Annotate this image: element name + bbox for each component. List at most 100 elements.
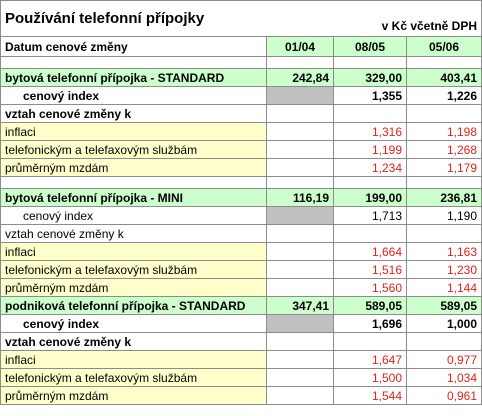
row-label: vztah cenové změny k — [0, 104, 267, 123]
table-row: vztah cenové změny k — [0, 224, 482, 243]
column-date: 05/06 — [406, 36, 482, 57]
value-cell — [265, 260, 335, 279]
value-cell: 1,226 — [406, 86, 482, 105]
empty-cell — [406, 176, 482, 189]
value-cell — [265, 386, 335, 405]
value-cell: 329,00 — [333, 68, 408, 87]
table-row: průměrným mzdám 1,544 0,961 — [0, 386, 482, 405]
blank-row — [0, 176, 482, 189]
row-label: telefonickým a telefaxovým službám — [0, 368, 267, 387]
value-cell: 1,000 — [406, 314, 482, 333]
table-row: inflaci 1,316 1,198 — [0, 122, 482, 141]
empty-cell — [333, 56, 408, 69]
value-cell: 0,961 — [406, 386, 482, 405]
value-cell: 1,516 — [333, 260, 408, 279]
value-cell: 242,84 — [265, 68, 335, 87]
value-cell: 0,977 — [406, 350, 482, 369]
value-cell — [265, 368, 335, 387]
value-cell: 1,198 — [406, 122, 482, 141]
value-cell: 1,355 — [333, 86, 408, 105]
column-date: 08/05 — [333, 36, 408, 57]
row-label: bytová telefonní přípojka - STANDARD — [0, 68, 267, 87]
value-cell — [265, 122, 335, 141]
blank-row — [0, 56, 482, 69]
table-row: inflaci 1,647 0,977 — [0, 350, 482, 369]
value-cell — [265, 314, 335, 333]
empty-cell — [333, 176, 408, 189]
value-cell — [406, 332, 482, 351]
value-cell — [265, 350, 335, 369]
row-label: telefonickým a telefaxovým službám — [0, 260, 267, 279]
value-cell: 1,696 — [333, 314, 408, 333]
value-cell: 1,190 — [406, 206, 482, 225]
value-cell: 1,500 — [333, 368, 408, 387]
value-cell — [265, 242, 335, 261]
value-cell: 1,230 — [406, 260, 482, 279]
value-cell: 1,199 — [333, 140, 408, 159]
value-cell — [265, 224, 335, 243]
row-label: cenový index — [0, 206, 267, 225]
table-row: podniková telefonní přípojka - STANDARD 3… — [0, 296, 482, 315]
empty-cell — [265, 56, 335, 69]
title-row: Používání telefonní přípojky v Kč včetně… — [0, 0, 482, 37]
value-cell — [333, 332, 408, 351]
row-label: bytová telefonní přípojka - MINI — [0, 188, 267, 207]
value-cell: 116,19 — [265, 188, 335, 207]
column-label: Datum cenové změny — [0, 36, 267, 57]
value-cell — [406, 224, 482, 243]
table-row: vztah cenové změny k — [0, 104, 482, 123]
value-cell: 1,560 — [333, 278, 408, 297]
table-row: cenový index 1,355 1,226 — [0, 86, 482, 105]
value-cell — [265, 140, 335, 159]
row-label: cenový index — [0, 314, 267, 333]
value-cell: 589,05 — [333, 296, 408, 315]
table-row: vztah cenové změny k — [0, 332, 482, 351]
table-row: cenový index 1,696 1,000 — [0, 314, 482, 333]
table-row: bytová telefonní přípojka - MINI 116,19 19… — [0, 188, 482, 207]
value-cell: 1,163 — [406, 242, 482, 261]
table-row: telefonickým a telefaxovým službám 1,516 1… — [0, 260, 482, 279]
value-cell — [265, 278, 335, 297]
value-cell: 1,268 — [406, 140, 482, 159]
value-cell: 1,144 — [406, 278, 482, 297]
value-cell: 236,81 — [406, 188, 482, 207]
value-cell: 1,234 — [333, 158, 408, 177]
row-label: inflaci — [0, 122, 267, 141]
row-label: telefonickým a telefaxovým službám — [0, 140, 267, 159]
row-label: vztah cenové změny k — [0, 332, 267, 351]
column-date: 01/04 — [265, 36, 335, 57]
value-cell — [265, 158, 335, 177]
empty-cell — [265, 176, 335, 189]
empty-cell — [406, 56, 482, 69]
value-cell: 1,647 — [333, 350, 408, 369]
table-row: cenový index 1,713 1,190 — [0, 206, 482, 225]
row-label: cenový index — [0, 86, 267, 105]
value-cell: 1,316 — [333, 122, 408, 141]
table-row: průměrným mzdám 1,234 1,179 — [0, 158, 482, 177]
title: Používání telefonní přípojky — [0, 0, 334, 37]
row-label: vztah cenové změny k — [0, 224, 267, 243]
value-cell — [406, 104, 482, 123]
value-cell — [265, 332, 335, 351]
table-row: telefonickým a telefaxovým službám 1,199 1… — [0, 140, 482, 159]
value-cell: 589,05 — [406, 296, 482, 315]
table-row: telefonickým a telefaxovým službám 1,500 1… — [0, 368, 482, 387]
value-cell — [265, 86, 335, 105]
row-label: průměrným mzdám — [0, 158, 267, 177]
value-cell: 1,664 — [333, 242, 408, 261]
table-row: inflaci 1,664 1,163 — [0, 242, 482, 261]
header-row: Datum cenové změny 01/04 08/05 05/06 — [0, 36, 482, 57]
empty-cell — [0, 56, 267, 69]
row-label: podniková telefonní přípojka - STANDARD — [0, 296, 267, 315]
empty-cell — [0, 176, 267, 189]
row-label: průměrným mzdám — [0, 386, 267, 405]
value-cell: 403,41 — [406, 68, 482, 87]
row-label: inflaci — [0, 350, 267, 369]
value-cell: 1,034 — [406, 368, 482, 387]
table-row: průměrným mzdám 1,560 1,144 — [0, 278, 482, 297]
unit: v Kč včetně DPH — [333, 0, 482, 37]
value-cell — [333, 224, 408, 243]
value-cell — [265, 104, 335, 123]
value-cell — [333, 104, 408, 123]
